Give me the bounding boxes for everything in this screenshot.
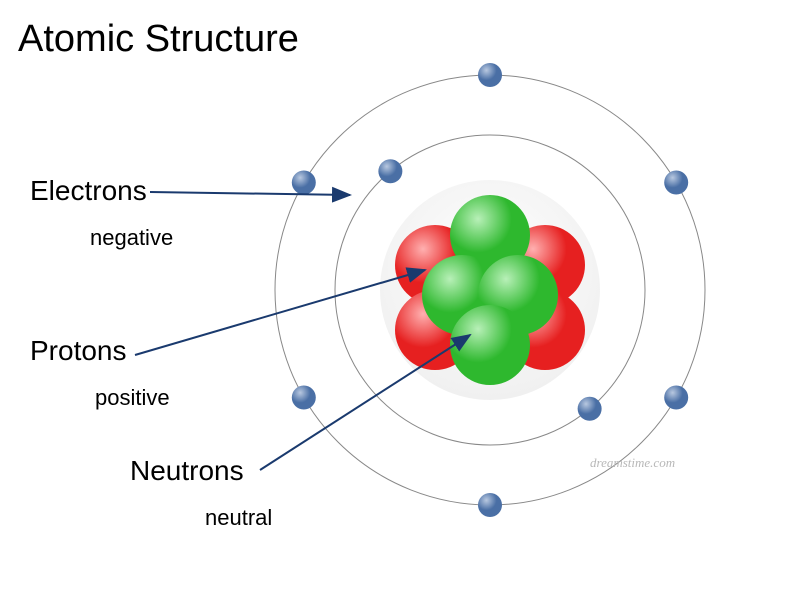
electron-sphere xyxy=(292,171,316,195)
label-arrow xyxy=(135,270,425,355)
electron-sphere xyxy=(478,63,502,87)
electron-sphere xyxy=(578,397,602,421)
label-arrow xyxy=(260,335,470,470)
electron-sphere xyxy=(378,159,402,183)
electron-sphere xyxy=(664,171,688,195)
atomic-diagram xyxy=(0,0,800,600)
electron-sphere xyxy=(478,493,502,517)
electron-sphere xyxy=(664,386,688,410)
label-arrow xyxy=(150,192,350,195)
neutron-sphere xyxy=(450,305,530,385)
electron-sphere xyxy=(292,386,316,410)
watermark-text: dreamstime.com xyxy=(590,455,675,471)
